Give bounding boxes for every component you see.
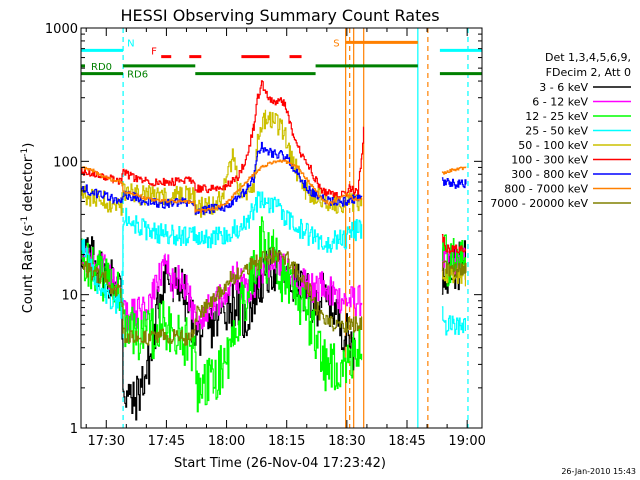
series-line-7000-20000-kev — [81, 247, 467, 346]
y-axis-label-end: ) — [21, 143, 36, 148]
legend-label-6-12-kev: 6 - 12 keV — [532, 96, 588, 109]
plot-background — [81, 28, 482, 428]
vertical-markers — [122, 28, 469, 428]
x-tick-label: 19:00 — [448, 434, 485, 449]
flag-label-n: N — [127, 38, 134, 49]
legend-label-12-25-kev: 12 - 25 keV — [525, 110, 588, 123]
y-tick-label: 1000 — [45, 22, 78, 37]
legend-label-25-50-kev: 25 - 50 keV — [525, 125, 588, 138]
y-axis-label-exp1: -1 — [20, 216, 30, 225]
legend-label-3-6-kev: 3 - 6 keV — [539, 81, 588, 94]
y-axis-label-main: Count Rate (s — [21, 225, 36, 314]
flag-bars: N F S RD0 RD6 — [81, 38, 482, 81]
y-tick-label: 1 — [70, 422, 78, 437]
y-axis-label: Count Rate (s-1 detector-1) — [20, 143, 36, 314]
legend-label-800-7000-kev: 800 - 7000 keV — [504, 183, 588, 196]
series-line-25-50-kev — [81, 191, 466, 336]
series-layer — [81, 80, 467, 421]
plot-frame — [80, 27, 483, 429]
axis-ticks: 17:30 17:45 18:00 18:15 18:30 18:45 19:00 1 10 10… — [45, 22, 486, 449]
plot-area — [81, 28, 482, 428]
legend-label-300-800-kev: 300 - 800 keV — [511, 168, 588, 181]
flag-label-rd0: RD0 — [91, 62, 112, 73]
flag-label-f: F — [151, 47, 157, 58]
legend-header-1: Det 1,3,4,5,6,9, — [545, 51, 631, 64]
series-line-100-300-kev — [81, 80, 466, 254]
legend: Det 1,3,4,5,6,9, FDecim 2, Att 0 3 - 6 k… — [490, 51, 631, 210]
series-line-800-7000-kev — [81, 159, 467, 213]
y-axis-label-mid: detector — [21, 156, 36, 216]
legend-label-100-300-kev: 100 - 300 keV — [511, 154, 588, 167]
legend-label-7000-20000-kev: 7000 - 20000 keV — [490, 197, 588, 210]
timestamp: 26-Jan-2010 15:43 — [561, 467, 636, 476]
series-line-300-800-kev — [81, 141, 467, 215]
y-axis-label-exp2: -1 — [20, 148, 30, 157]
x-tick-label: 17:30 — [88, 434, 125, 449]
x-tick-label: 18:45 — [388, 434, 425, 449]
x-tick-label: 18:15 — [268, 434, 305, 449]
flag-label-s: S — [333, 38, 339, 49]
legend-label-50-100-kev: 50 - 100 keV — [518, 139, 588, 152]
legend-header-2: FDecim 2, Att 0 — [546, 66, 631, 79]
y-tick-label: 10 — [61, 289, 78, 304]
chart-title: HESSI Observing Summary Count Rates — [120, 6, 439, 25]
flag-label-rd6: RD6 — [127, 70, 148, 81]
x-tick-label: 18:30 — [328, 434, 365, 449]
x-tick-label: 17:45 — [148, 434, 185, 449]
x-axis-label: Start Time (26-Nov-04 17:23:42) — [174, 456, 386, 471]
x-tick-label: 18:00 — [208, 434, 245, 449]
y-tick-label: 100 — [53, 155, 78, 170]
